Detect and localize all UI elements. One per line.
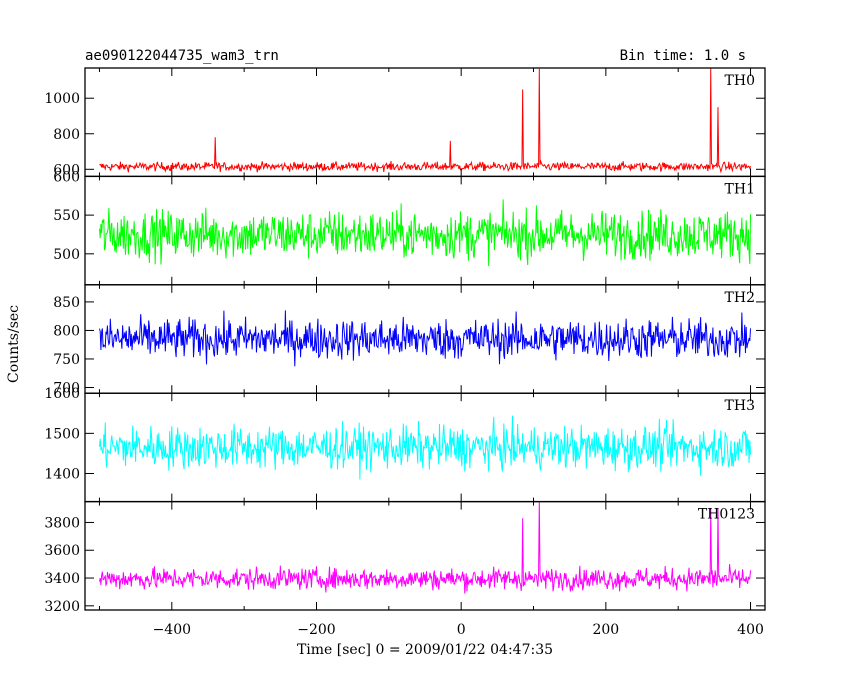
- y-tick-label: 600: [53, 162, 80, 178]
- y-tick-label: 3600: [44, 543, 80, 559]
- y-tick-label: 750: [53, 352, 80, 368]
- y-tick-label: 600: [53, 169, 80, 185]
- x-tick-label: 400: [737, 622, 764, 638]
- series-line-th2: [98, 310, 752, 367]
- panels-group: 600 800 1000 TH0 500 550 600 TH1 700 750 800 850 TH2…: [44, 67, 766, 638]
- y-tick-label: 3800: [44, 515, 80, 531]
- y-tick-label: 1500: [44, 426, 80, 442]
- panel-name-th2: TH2: [725, 290, 755, 306]
- series-line-th0: [99, 68, 752, 174]
- y-tick-label: 500: [53, 247, 80, 263]
- chart-title: ae090122044735_wam3_trn: [85, 48, 279, 64]
- y-tick-label: 850: [53, 295, 80, 311]
- panel-name-th3: TH3: [725, 398, 755, 414]
- panel-name-th0: TH0: [725, 73, 755, 89]
- x-tick-label: −400: [153, 622, 191, 638]
- y-tick-label: 800: [53, 323, 80, 339]
- y-tick-label: 550: [53, 208, 80, 224]
- y-tick-label: 700: [53, 380, 80, 396]
- y-tick-label: 1600: [44, 386, 80, 402]
- x-axis-label: Time [sec] 0 = 2009/01/22 04:47:35: [297, 642, 553, 658]
- x-tick-label: −200: [297, 622, 335, 638]
- series-line-th1: [98, 199, 752, 267]
- y-tick-label: 1400: [44, 466, 80, 482]
- series-line-th0123: [98, 501, 752, 594]
- x-tick-label: 0: [457, 622, 466, 638]
- y-tick-label: 3400: [44, 571, 80, 587]
- panel-name-th0123: TH0123: [698, 507, 755, 523]
- x-tick-label: 200: [592, 622, 619, 638]
- y-axis-label: Counts/sec: [6, 305, 22, 383]
- y-tick-label: 800: [53, 127, 80, 143]
- panel-frame: [84, 500, 766, 611]
- y-tick-label: 3200: [44, 599, 80, 615]
- panel-frame: [84, 67, 766, 178]
- y-tick-label: 1000: [44, 91, 80, 107]
- bin-time-label: Bin time: 1.0 s: [620, 48, 746, 64]
- panel-name-th1: TH1: [725, 181, 755, 197]
- series-line-th3: [98, 415, 752, 480]
